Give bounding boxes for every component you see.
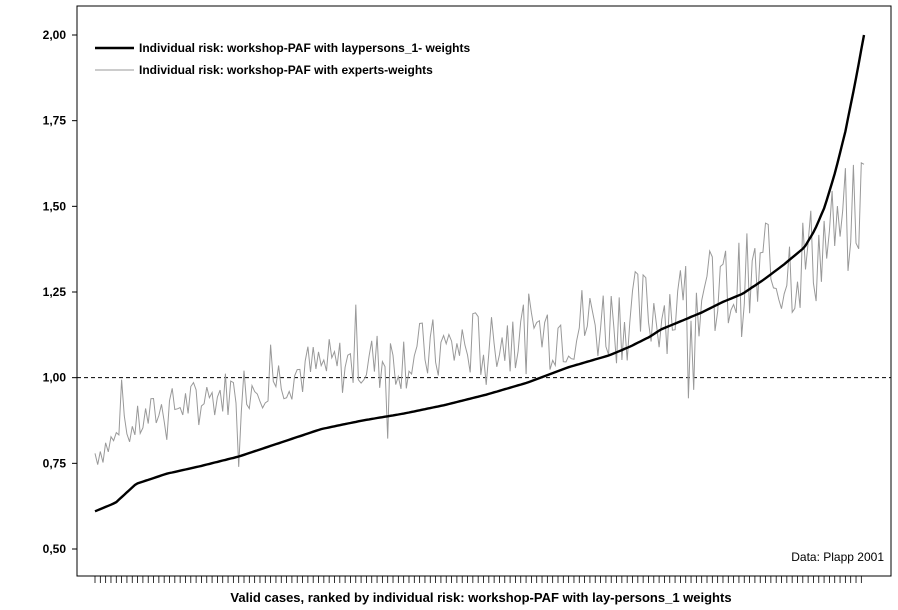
y-tick-label: 0,75	[43, 456, 67, 470]
x-axis-label: Valid cases, ranked by individual risk: …	[230, 590, 731, 605]
y-tick-label: 2,00	[43, 28, 67, 42]
series-experts-weights-line	[94, 161, 865, 467]
series-laypersons-weights-line	[94, 34, 866, 513]
legend-label-laypersons: Individual risk: workshop-PAF with laype…	[139, 41, 470, 55]
y-tick-label: 1,50	[43, 199, 67, 213]
y-tick-label: 1,25	[43, 285, 67, 299]
source-note: Data: Plapp 2001	[791, 550, 884, 564]
legend-label-experts: Individual risk: workshop-PAF with exper…	[139, 63, 433, 77]
y-axis: 2,00 1,75 1,50 1,25 1,00 0,75 0,50	[43, 28, 77, 556]
plot-frame	[76, 5, 892, 577]
y-tick-label: 1,00	[43, 371, 67, 385]
legend: Individual risk: workshop-PAF with laype…	[95, 41, 470, 77]
x-axis-case-ticks	[94, 576, 862, 583]
y-tick-label: 0,50	[43, 542, 67, 556]
y-tick-label: 1,75	[43, 114, 67, 128]
